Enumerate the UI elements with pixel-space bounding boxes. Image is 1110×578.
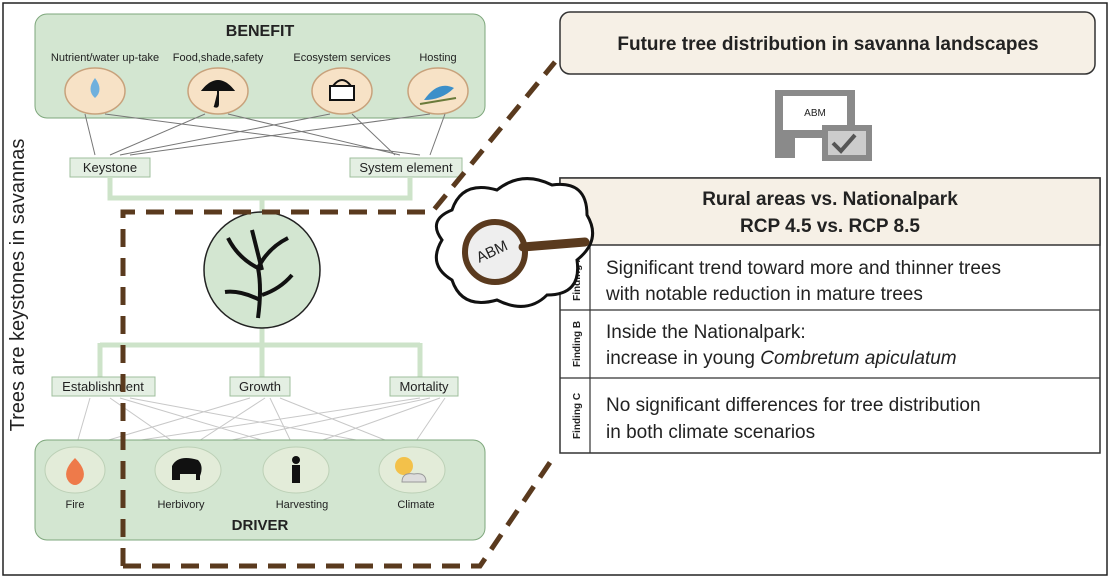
findings-table: Rural areas vs. Nationalpark RCP 4.5 vs.… <box>559 177 1101 454</box>
benefit-item: Food,shade,safety <box>173 52 264 64</box>
driver-title: DRIVER <box>232 517 289 534</box>
finding-text: in both climate scenarios <box>606 422 815 443</box>
future-title: Future tree distribution in savanna land… <box>617 34 1038 55</box>
benefit-links <box>84 113 446 156</box>
process-box <box>51 376 156 397</box>
benefit-item: Ecosystem services <box>293 52 391 64</box>
magnifier-cloud: ABM <box>434 177 595 308</box>
future-box <box>559 11 1096 75</box>
driver-item: Herbivory <box>157 499 205 511</box>
finding-text: Significant trend toward more and thinne… <box>606 258 1001 279</box>
benefit-title: BENEFIT <box>226 23 295 40</box>
benefit-item: Hosting <box>419 52 456 64</box>
abm-icon-label: ABM <box>804 108 826 119</box>
role: System element <box>359 160 453 175</box>
driver-item: Fire <box>66 499 85 511</box>
species: Combretum apiculatum <box>760 348 956 369</box>
driver-item: Harvesting <box>276 499 329 511</box>
finding-text: increase in young Combretum apiculatum <box>606 348 957 369</box>
process: Establishment <box>62 379 144 394</box>
process: Growth <box>239 379 281 394</box>
finding-text: No significant differences for tree dist… <box>606 395 981 416</box>
side-label: Trees are keystones in savannas <box>7 139 29 432</box>
finding-text-part: increase in young <box>606 348 760 369</box>
process-box <box>389 376 459 397</box>
process-box <box>229 376 291 397</box>
finding-text: with notable reduction in mature trees <box>605 284 923 305</box>
driver-links <box>74 397 446 451</box>
findings-title: Rural areas vs. Nationalpark <box>702 189 958 210</box>
finding-text: Inside the Nationalpark: <box>606 322 806 343</box>
finding-label: Finding B <box>572 321 583 367</box>
role-box <box>349 157 463 178</box>
zoom-outline <box>120 60 558 569</box>
benefit-panel: BENEFIT Nutrient/water up-take Food,shad… <box>34 13 486 119</box>
driver-panel: Fire Herbivory Harvesting Climate DRIVER <box>34 439 486 541</box>
driver-item: Climate <box>397 499 434 511</box>
benefit-item: Nutrient/water up-take <box>51 52 159 64</box>
tree-icon <box>224 229 294 319</box>
abm-icon: ABM <box>775 90 872 161</box>
process: Mortality <box>399 379 449 394</box>
role: Keystone <box>83 160 137 175</box>
finding-label: Finding C <box>572 393 583 439</box>
findings-title: RCP 4.5 vs. RCP 8.5 <box>740 216 920 237</box>
